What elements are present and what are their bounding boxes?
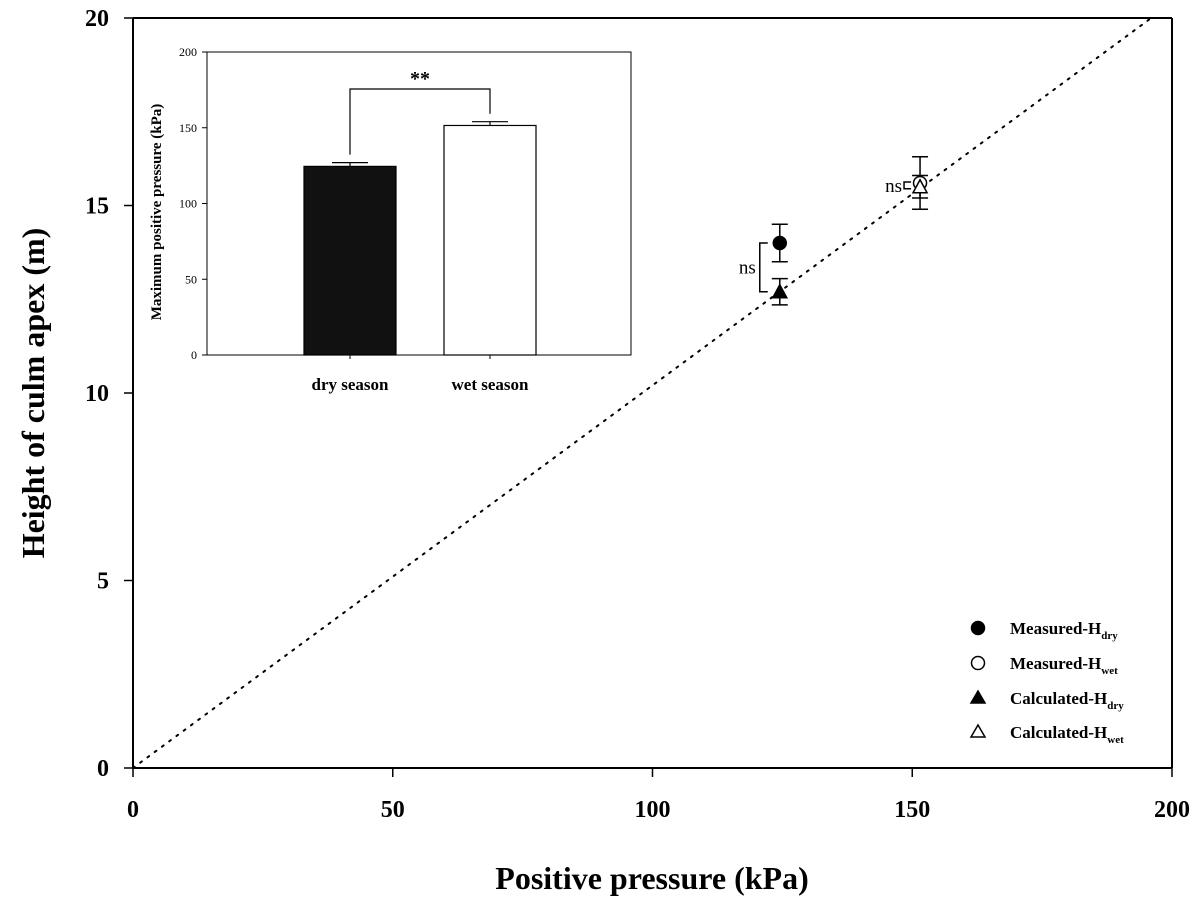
inset-category-label: wet season: [452, 375, 530, 394]
ns-dry-bracket: [759, 242, 768, 293]
legend-label-calculated-wet: Calculated-Hwet: [1010, 723, 1124, 746]
inset-y-tick-label: 200: [179, 45, 197, 59]
inset-error-bars: [332, 121, 508, 167]
y-tick-label: 0: [97, 756, 109, 782]
data-point-filled-circle: [772, 235, 788, 251]
reference-line: [132, 17, 1153, 769]
legend: Measured-Hdry Measured-Hwet Calculated-H…: [969, 619, 1124, 746]
legend-marker-measured-dry: [970, 620, 986, 636]
legend-label-measured-wet: Measured-Hwet: [1010, 654, 1118, 677]
x-tick-label: 50: [381, 797, 405, 823]
ns-wet-label: ns: [885, 176, 902, 197]
main-points: [771, 175, 929, 299]
data-point-filled-triangle: [771, 283, 789, 299]
main-y-axis-label: Height of culm apex (m): [15, 228, 51, 559]
ns-wet-bracket: [903, 181, 912, 190]
legend-marker-measured-wet: [970, 655, 986, 671]
main-ticks: 0 50 100 150 200 0 5 10 15 20: [85, 6, 1190, 823]
y-tick-label: 15: [85, 194, 109, 220]
main-x-axis-label: Positive pressure (kPa): [495, 860, 808, 896]
x-tick-label: 150: [894, 797, 930, 823]
x-tick-label: 200: [1154, 797, 1190, 823]
inset-y-axis-label: Maximum positive pressure (kPa): [149, 104, 165, 321]
data-point-open-triangle: [911, 178, 929, 194]
inset-y-tick-label: 50: [185, 272, 197, 286]
ns-dry-label: ns: [739, 257, 756, 278]
inset-bar: [443, 124, 537, 356]
legend-label-calculated-dry: Calculated-Hdry: [1010, 689, 1124, 712]
y-tick-label: 5: [97, 569, 109, 595]
inset-y-tick-label: 150: [179, 121, 197, 135]
main-error-bars: [771, 156, 929, 306]
inset-y-tick-label: 0: [191, 348, 197, 362]
inset-y-tick-label: 100: [179, 197, 197, 211]
significance-label: **: [410, 68, 430, 90]
legend-label-measured-dry: Measured-Hdry: [1010, 619, 1118, 642]
significance-bracket: [349, 88, 491, 155]
x-tick-label: 100: [635, 797, 671, 823]
inset-category-label: dry season: [312, 375, 390, 394]
x-tick-label: 0: [127, 797, 139, 823]
main-plot: 0 50 100 150 200 0 5 10 15 20 ns ns Positive pres…: [15, 6, 1190, 896]
legend-marker-calculated-dry: [969, 689, 987, 704]
inset-ticks: 0 50 100 150 200 dry season wet season: [179, 45, 529, 394]
inset-plot: 0 50 100 150 200 dry season wet season ** Maxi…: [149, 45, 632, 394]
inset-bar: [303, 165, 397, 356]
y-tick-label: 20: [85, 6, 109, 32]
y-tick-label: 10: [85, 381, 109, 407]
inset-bars: [303, 124, 537, 356]
inset-frame: [206, 51, 632, 356]
legend-marker-calculated-wet: [969, 723, 987, 738]
